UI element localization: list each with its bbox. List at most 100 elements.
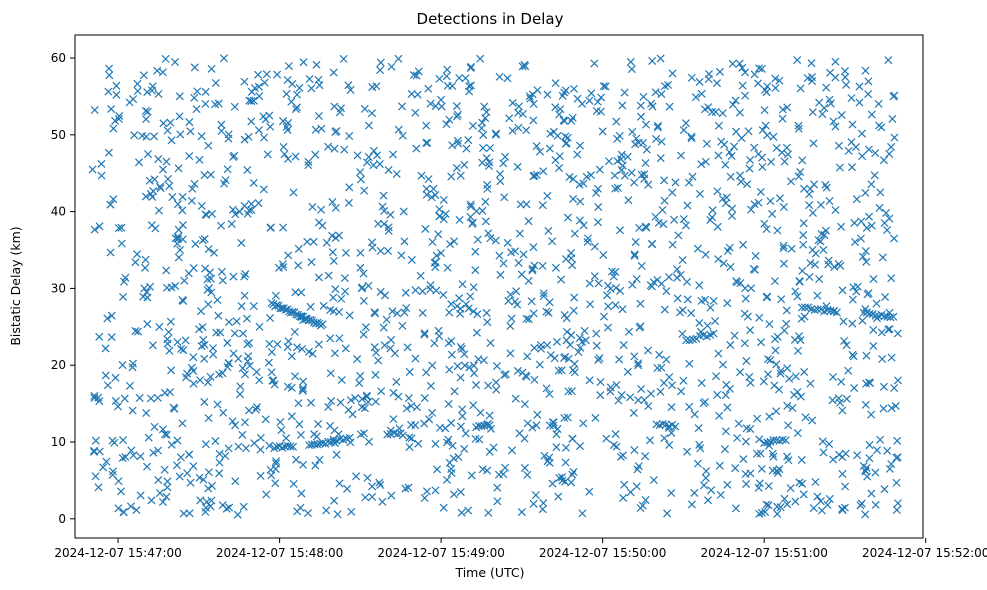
track-point [286,442,295,451]
clutter-point [481,197,490,206]
clutter-point [359,330,368,339]
clutter-point [645,436,654,445]
clutter-point [117,487,126,496]
clutter-point [273,340,282,349]
clutter-point [186,478,195,487]
track-point [883,312,892,321]
clutter-point [702,467,711,476]
clutter-point [677,387,686,396]
clutter-point [291,372,300,381]
clutter-point [149,448,158,457]
clutter-point [656,387,665,396]
clutter-point [867,221,876,230]
clutter-point [371,397,380,406]
clutter-point [617,155,626,164]
clutter-point [648,56,657,65]
clutter-point [428,361,437,370]
clutter-point [213,295,222,304]
clutter-point [135,393,144,402]
clutter-point [452,163,461,172]
clutter-point [681,119,690,128]
clutter-point [609,272,618,281]
clutter-point [398,321,407,330]
clutter-point [675,308,684,317]
clutter-point [616,286,625,295]
clutter-point [704,103,713,112]
clutter-point [195,155,204,164]
clutter-point [176,130,185,139]
clutter-point [668,188,677,197]
clutter-point [143,150,153,159]
clutter-point [238,364,247,373]
clutter-point [376,66,385,75]
clutter-point [240,77,249,86]
clutter-point [162,157,171,166]
clutter-point [101,344,110,353]
clutter-point [795,277,804,286]
clutter-point [314,340,323,349]
track-point [671,422,680,431]
clutter-point [266,313,275,323]
clutter-point [244,132,253,141]
clutter-point [751,251,760,260]
clutter-point [573,150,582,159]
clutter-point [468,121,477,130]
clutter-point [793,346,803,355]
clutter-point [348,410,357,419]
clutter-point [181,336,190,345]
clutter-point [644,180,653,189]
clutter-point [756,338,765,347]
clutter-point [412,71,421,80]
clutter-point [279,142,288,151]
clutter-point [882,226,892,235]
clutter-point [879,404,888,413]
y-tick-label: 20 [51,358,66,372]
clutter-point [370,343,379,352]
clutter-point [581,336,590,345]
clutter-point [201,264,210,273]
clutter-point [611,267,620,276]
clutter-point [95,332,104,341]
clutter-point [293,507,302,516]
clutter-point [756,187,765,196]
clutter-point [597,93,606,102]
clutter-point [568,261,577,270]
clutter-point [242,314,251,323]
clutter-point [336,398,345,407]
clutter-point [725,148,734,157]
clutter-point [384,226,393,235]
clutter-point [162,283,171,292]
clutter-point [299,58,308,67]
clutter-point [697,160,706,169]
clutter-point [240,291,249,300]
clutter-point [291,152,300,161]
clutter-point [150,132,159,141]
clutter-point [530,261,539,270]
clutter-point [891,401,900,411]
clutter-point [506,349,515,358]
clutter-point [278,260,287,269]
clutter-point [407,420,416,429]
clutter-point [679,376,688,385]
clutter-point [265,111,274,120]
clutter-point [628,280,637,289]
clutter-point [136,452,145,461]
clutter-point [304,161,313,170]
clutter-point [364,281,373,290]
clutter-point [782,319,791,328]
clutter-point [594,202,603,212]
clutter-point [819,245,828,254]
clutter-point [269,376,278,385]
clutter-point [725,243,734,252]
clutter-point [420,330,429,339]
clutter-point [658,205,667,214]
clutter-point [332,450,341,459]
clutter-point [706,303,715,312]
clutter-point [511,394,520,403]
clutter-point [533,410,542,419]
clutter-point [355,379,364,388]
clutter-point [660,196,669,205]
clutter-point [196,496,205,505]
clutter-point [414,67,423,76]
